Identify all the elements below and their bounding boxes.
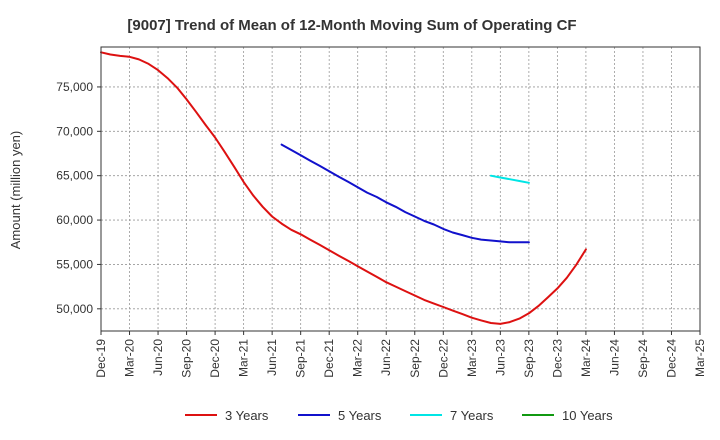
plot-frame xyxy=(100,46,701,332)
x-tick-label: Jun-20 xyxy=(151,339,165,376)
y-tick-label: 65,000 xyxy=(56,169,93,183)
x-tick-label: Sep-20 xyxy=(180,339,194,378)
x-tick-label: Sep-23 xyxy=(522,339,536,378)
x-tick-label: Mar-22 xyxy=(351,339,365,377)
chart-title: [9007] Trend of Mean of 12-Month Moving … xyxy=(127,17,576,34)
legend-label: 7 Years xyxy=(450,408,494,423)
x-tick-label: Mar-20 xyxy=(123,339,137,377)
x-tick-label: Mar-24 xyxy=(579,339,593,377)
x-tick-label: Dec-24 xyxy=(664,339,678,378)
series-line-3-years xyxy=(100,51,587,325)
x-tick-label: Mar-25 xyxy=(693,339,707,377)
legend: 3 Years 5 Years 7 Years 10 Years xyxy=(185,408,613,423)
x-tick-label: Jun-21 xyxy=(265,339,279,376)
gridlines xyxy=(100,47,701,331)
x-tick-label: Mar-23 xyxy=(465,339,479,377)
x-tick-label: Sep-21 xyxy=(294,339,308,378)
x-tick-label: Mar-21 xyxy=(237,339,251,377)
series-line-5-years xyxy=(280,143,530,244)
y-tick-label: 55,000 xyxy=(56,257,93,271)
x-tick-label: Dec-19 xyxy=(94,339,108,378)
y-ticks: 50,000 55,000 60,000 65,000 70,000 75,000 xyxy=(56,80,101,316)
x-tick-label: Dec-20 xyxy=(208,339,222,378)
x-tick-label: Sep-22 xyxy=(408,339,422,378)
y-axis-label: Amount (million yen) xyxy=(8,131,23,250)
x-ticks: Dec-19 Mar-20 Jun-20 Sep-20 Dec-20 Mar-21 Jun-… xyxy=(94,331,707,378)
x-tick-label: Jun-22 xyxy=(379,339,393,376)
x-tick-label: Dec-22 xyxy=(436,339,450,378)
y-tick-label: 60,000 xyxy=(56,213,93,227)
y-tick-label: 50,000 xyxy=(56,302,93,316)
x-tick-label: Sep-24 xyxy=(636,339,650,378)
x-tick-label: Dec-21 xyxy=(322,339,336,378)
y-tick-label: 70,000 xyxy=(56,124,93,138)
series-lines xyxy=(100,51,587,325)
series-line-7-years xyxy=(489,174,530,184)
x-tick-label: Jun-23 xyxy=(493,339,507,376)
legend-label: 3 Years xyxy=(225,408,269,423)
legend-label: 10 Years xyxy=(562,408,613,423)
legend-label: 5 Years xyxy=(338,408,382,423)
x-tick-label: Jun-24 xyxy=(607,339,621,376)
y-tick-label: 75,000 xyxy=(56,80,93,94)
x-tick-label: Dec-23 xyxy=(550,339,564,378)
